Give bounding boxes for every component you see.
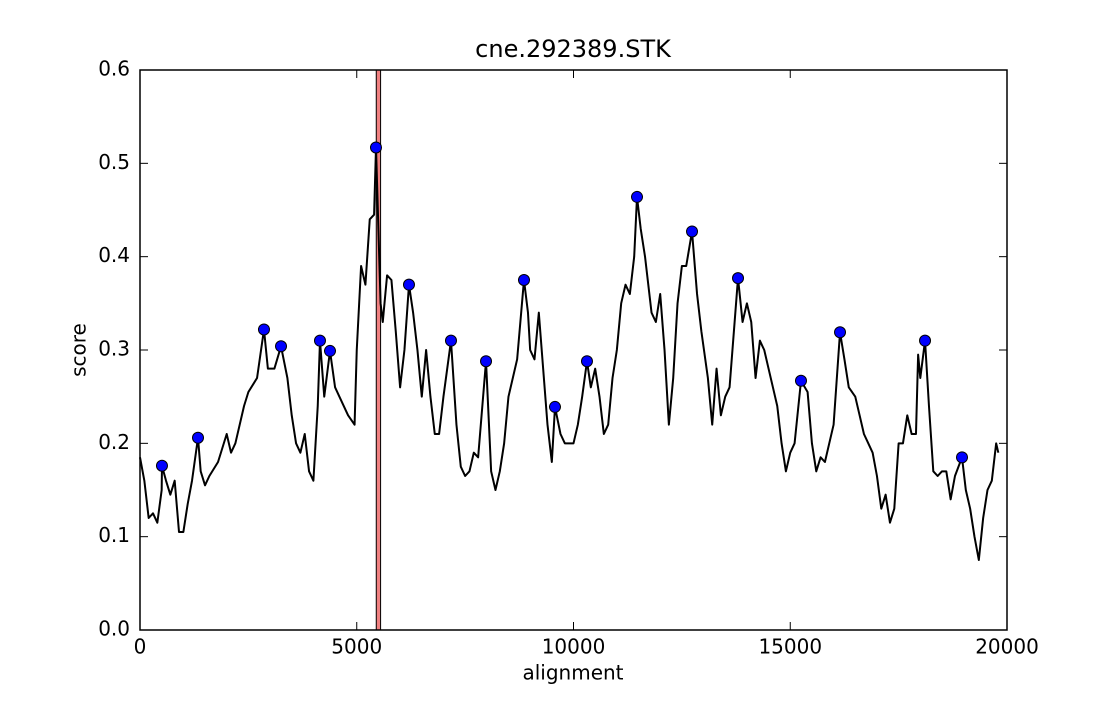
- peak-marker: [631, 190, 644, 203]
- axes-frame: [139, 69, 1008, 631]
- chart-title: cne.292389.STK: [475, 35, 672, 63]
- x-axis-label: alignment: [522, 661, 623, 685]
- peak-marker: [444, 334, 457, 347]
- peak-marker: [517, 274, 530, 286]
- score-line: [139, 146, 1000, 561]
- x-tick-label: 0: [134, 635, 147, 659]
- peak-marker: [313, 334, 326, 347]
- y-tick-label: 0.5: [98, 150, 130, 174]
- x-tick-label: 15000: [758, 635, 822, 659]
- peak-marker: [580, 355, 593, 368]
- peak-marker: [480, 355, 493, 368]
- peak-marker: [834, 326, 847, 339]
- y-tick-label: 0.6: [98, 57, 130, 81]
- peak-marker: [795, 374, 808, 387]
- peak-marker: [732, 272, 745, 285]
- y-tick-label: 0.4: [98, 243, 130, 267]
- peak-marker: [548, 400, 561, 413]
- y-tick-label: 0.3: [98, 337, 130, 361]
- x-tick-label: 20000: [975, 635, 1039, 659]
- x-tick-label: 10000: [542, 635, 606, 659]
- peak-marker: [686, 225, 699, 238]
- peak-marker: [192, 431, 205, 444]
- peak-marker: [369, 141, 382, 154]
- peak-marker: [919, 334, 932, 347]
- y-tick-label: 0.0: [98, 617, 130, 641]
- peak-marker: [155, 459, 168, 472]
- peak-marker: [324, 344, 337, 357]
- x-tick-label: 5000: [331, 635, 382, 659]
- peak-marker: [402, 278, 415, 291]
- y-tick-label: 0.2: [98, 430, 130, 454]
- y-tick-label: 0.1: [98, 523, 130, 547]
- y-axis-label: score: [67, 323, 91, 377]
- peak-marker: [275, 340, 288, 353]
- peak-marker: [257, 323, 270, 336]
- peak-marker: [956, 451, 969, 464]
